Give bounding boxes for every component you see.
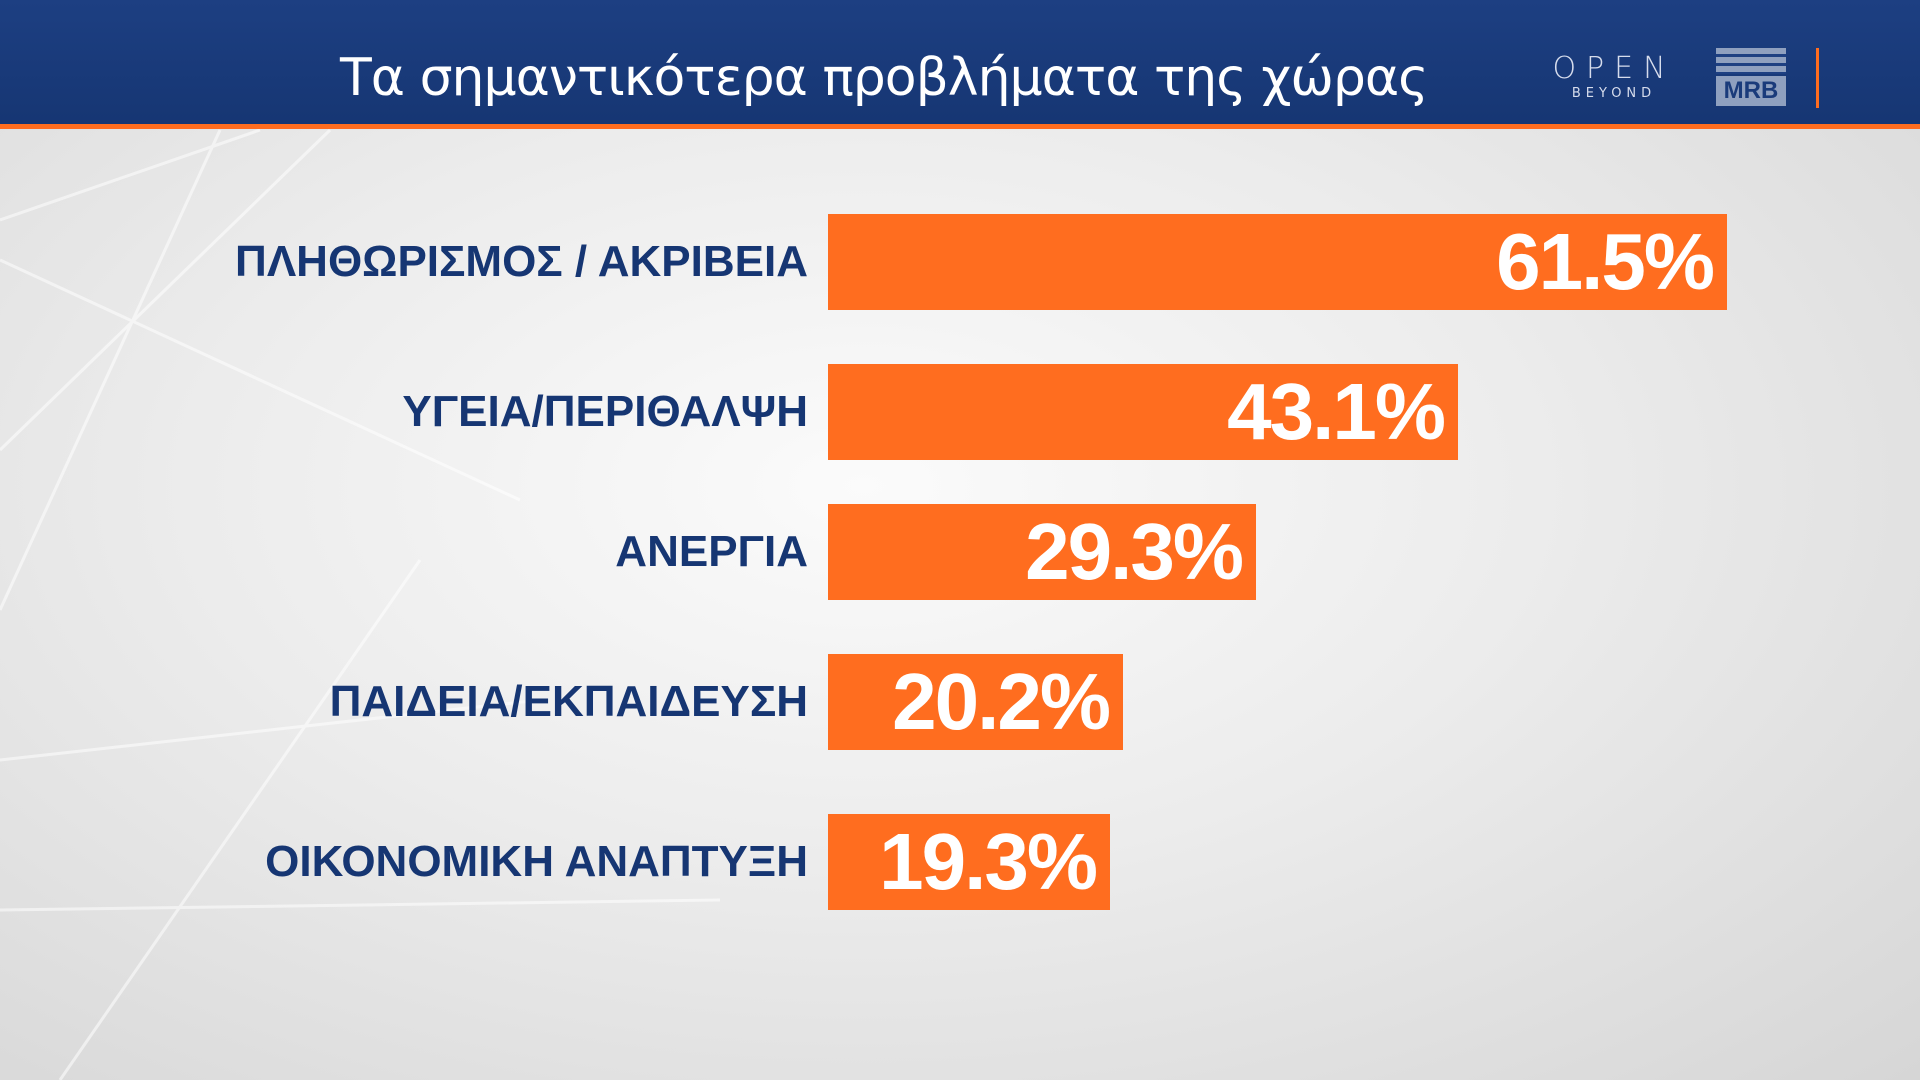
chart-title: Τα σημαντικότερα προβλήματα της χώρας [340,48,1429,108]
value-label: 20.2% [892,657,1111,746]
bar: 43.1% [828,364,1458,460]
bar: 20.2% [828,654,1123,750]
value-label: 61.5% [1496,217,1715,306]
value-label: 19.3% [879,817,1098,906]
logo-separator [1816,48,1819,108]
header-accent-line [0,124,1920,129]
mrb-logo-text: MRB [1716,76,1786,106]
value-label: 29.3% [1025,507,1244,596]
bar: 61.5% [828,214,1727,310]
category-label: ΑΝΕΡΓΙΑ [615,527,808,576]
mrb-logo: MRB [1716,48,1786,108]
bar: 29.3% [828,504,1256,600]
category-label: ΥΓΕΙΑ/ΠΕΡΙΘΑΛΨΗ [402,387,808,436]
value-label: 43.1% [1227,367,1446,456]
header-bar [0,0,1920,124]
beyond-logo-text: BEYOND [1571,86,1657,101]
category-label: ΠΛΗΘΩΡΙΣΜΟΣ / ΑΚΡΙΒΕΙΑ [235,237,808,286]
open-beyond-logo: OPEN BEYOND [1546,52,1682,112]
category-label: ΠΑΙΔΕΙΑ/ΕΚΠΑΙΔΕΥΣΗ [329,677,808,726]
category-label: ΟΙΚΟΝΟΜΙΚΗ ΑΝΑΠΤΥΞΗ [265,837,808,886]
open-logo-text: OPEN [1552,51,1676,86]
bar: 19.3% [828,814,1110,910]
mrb-logo-stripes [1716,48,1786,74]
